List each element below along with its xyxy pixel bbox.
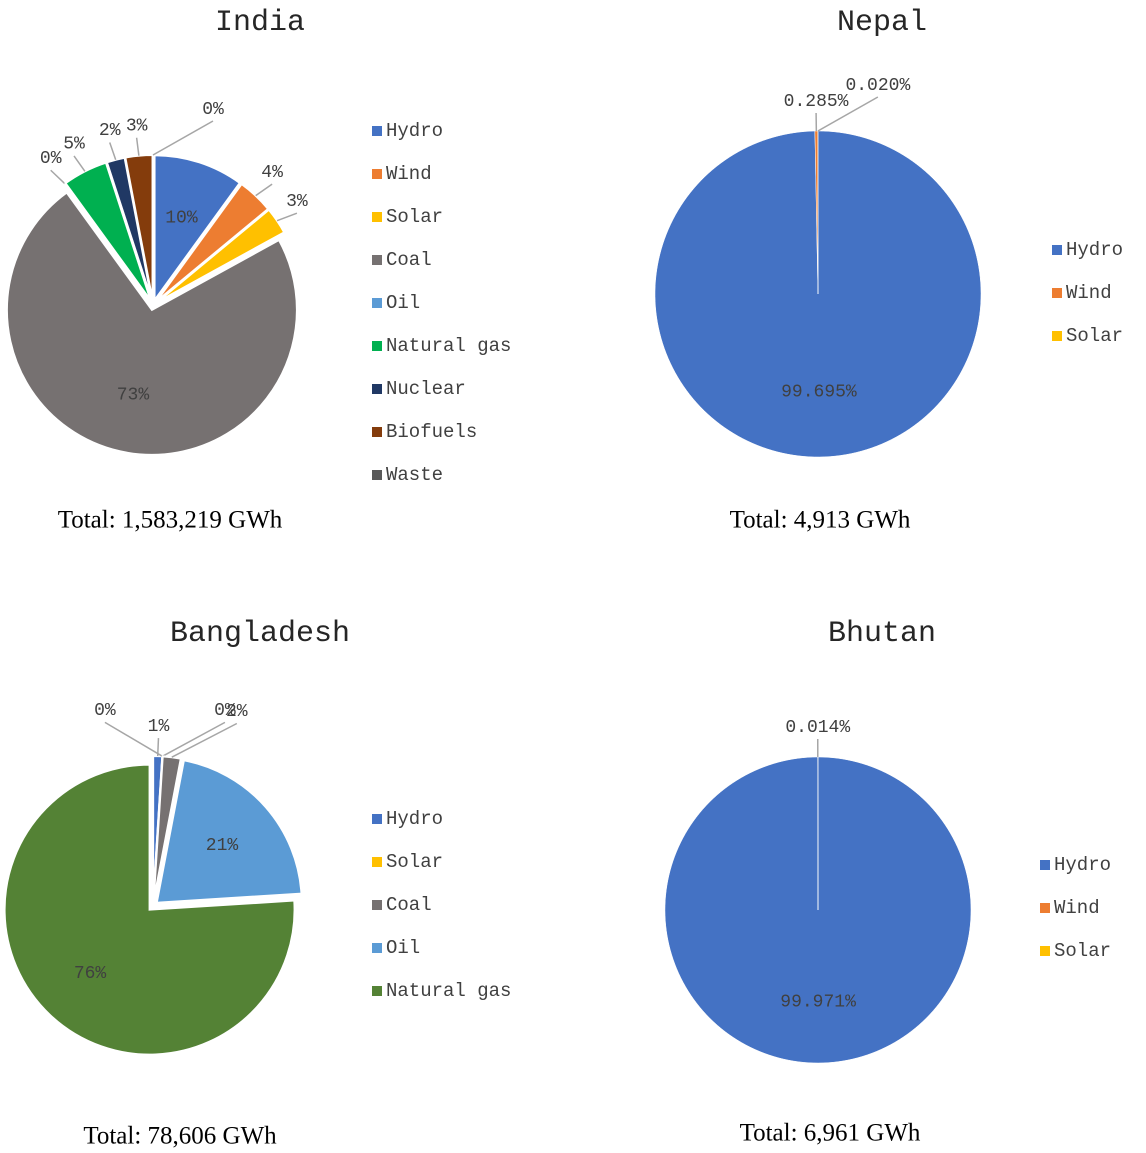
chart-title: India	[215, 6, 305, 40]
legend-label: Oil	[386, 937, 420, 959]
legend-swatch	[372, 986, 382, 996]
pie-slice	[3, 763, 296, 1056]
legend-label: Wind	[1066, 282, 1112, 304]
legend-label: Natural gas	[386, 335, 511, 357]
legend-label: Solar	[386, 206, 443, 228]
legend-label: Hydro	[386, 808, 443, 830]
data-label: 3%	[126, 117, 148, 137]
legend-label: Solar	[386, 851, 443, 873]
leader-line	[135, 137, 140, 156]
legend-swatch	[1040, 860, 1050, 870]
leader-line	[104, 721, 163, 757]
data-label: 3%	[286, 192, 308, 212]
legend-swatch	[372, 814, 382, 824]
legend-swatch	[372, 169, 382, 179]
caption: Total: 4,913 GWh	[730, 507, 911, 534]
legend-swatch	[372, 900, 382, 910]
leader-line	[73, 155, 86, 172]
legend-swatch	[372, 341, 382, 351]
caption: Total: 6,961 GWh	[740, 1120, 921, 1147]
data-label: 1%	[148, 717, 170, 737]
data-label: 99.695%	[781, 383, 857, 403]
chart-title: Bangladesh	[170, 617, 350, 651]
data-label: 73%	[117, 386, 150, 406]
legend-label: Hydro	[1054, 854, 1111, 876]
legend-label: Biofuels	[386, 421, 477, 443]
data-label: 5%	[63, 135, 85, 155]
chart-title: Bhutan	[828, 617, 936, 651]
pie-slice	[153, 154, 242, 304]
legend-swatch	[372, 298, 382, 308]
legend-swatch	[1040, 903, 1050, 913]
legend-swatch	[1040, 946, 1050, 956]
leader-line	[817, 96, 879, 132]
leader-line	[50, 169, 66, 185]
data-label: 0.020%	[845, 76, 910, 96]
legend-label: Oil	[386, 292, 420, 314]
legend-swatch	[1052, 288, 1062, 298]
legend-label: Hydro	[386, 120, 443, 142]
legend-label: Wind	[1054, 897, 1100, 919]
legend-label: Solar	[1054, 940, 1111, 962]
leader-line	[255, 183, 273, 197]
legend-swatch	[372, 427, 382, 437]
data-label: 0%	[94, 701, 116, 721]
data-label: 2%	[226, 702, 248, 722]
legend-swatch	[1052, 245, 1062, 255]
data-label: 0%	[202, 100, 224, 120]
leader-line	[162, 721, 226, 757]
legend-swatch	[372, 943, 382, 953]
legend-swatch	[1052, 331, 1062, 341]
pie-slice	[5, 191, 298, 456]
leader-line	[152, 120, 214, 156]
pie-slice	[152, 755, 182, 902]
data-label: 0.285%	[784, 92, 849, 112]
caption: Total: 1,583,219 GWh	[58, 507, 283, 534]
legend-swatch	[372, 857, 382, 867]
leader-line	[276, 212, 298, 222]
data-label: 0%	[214, 701, 236, 721]
pie-slice	[155, 759, 303, 904]
legend-label: Solar	[1066, 325, 1123, 347]
chart-title: Nepal	[837, 6, 927, 40]
legend-swatch	[372, 255, 382, 265]
pie-slice	[155, 182, 270, 303]
data-label: 4%	[261, 163, 283, 183]
data-label: 10%	[165, 208, 198, 228]
legend-label: Wind	[386, 163, 432, 185]
leader-line	[109, 142, 117, 160]
data-label: 76%	[74, 964, 107, 984]
legend-swatch	[372, 212, 382, 222]
leader-line	[171, 722, 238, 758]
data-label: 21%	[206, 836, 239, 856]
legend-label: Natural gas	[386, 980, 511, 1002]
data-label: 2%	[99, 121, 121, 141]
caption: Total: 78,606 GWh	[83, 1123, 277, 1150]
legend-swatch	[372, 126, 382, 136]
legend-label: Hydro	[1066, 239, 1123, 261]
legend-label: Waste	[386, 464, 443, 486]
legend-label: Coal	[386, 894, 432, 916]
legend-swatch	[372, 470, 382, 480]
pie-slice	[64, 161, 152, 302]
data-label: 99.971%	[780, 993, 856, 1013]
data-label: 0.014%	[785, 718, 850, 738]
legend-label: Coal	[386, 249, 432, 271]
legend-swatch	[372, 384, 382, 394]
data-label: 0%	[40, 149, 62, 169]
legend-label: Nuclear	[386, 378, 466, 400]
